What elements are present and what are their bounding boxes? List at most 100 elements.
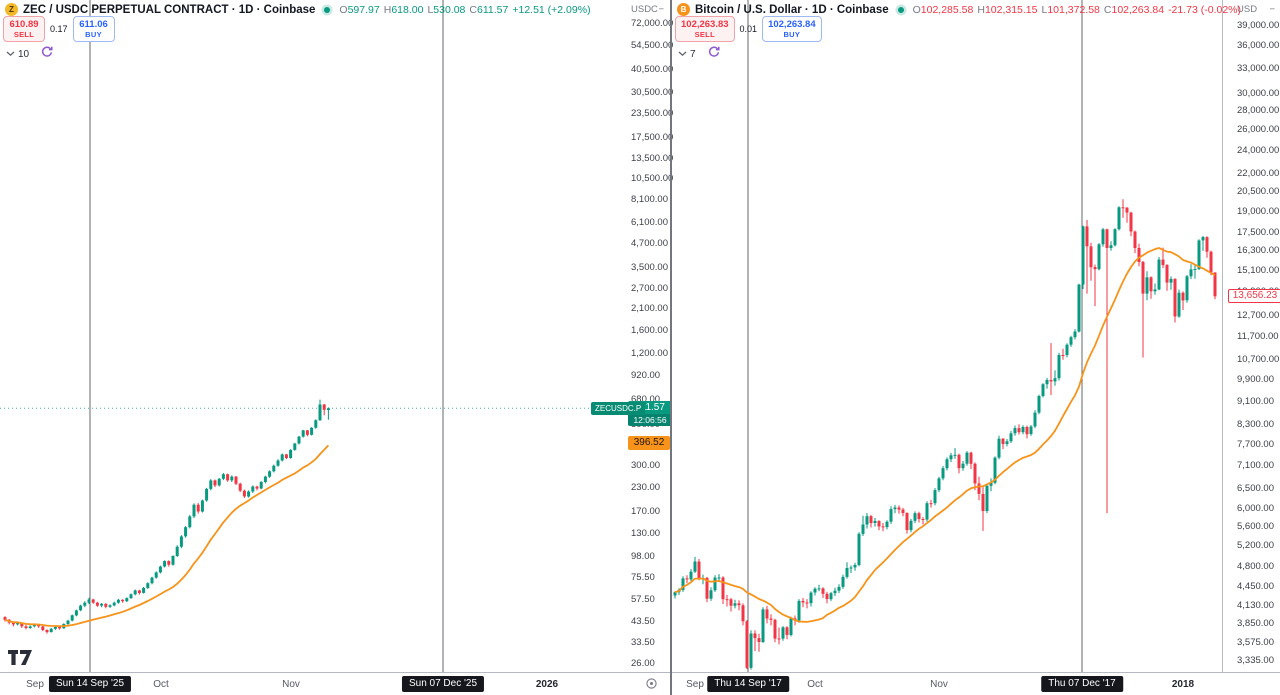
sell-button[interactable]: 102,263.83 SELL bbox=[675, 16, 735, 43]
buy-button[interactable]: 102,263.84 BUY bbox=[762, 16, 822, 43]
price-axis-border bbox=[1222, 0, 1223, 672]
zec-quantity-row: 10 bbox=[6, 45, 53, 63]
price-tick-label: 13,500.00 bbox=[631, 153, 674, 164]
price-tick-label: 15,100.00 bbox=[1237, 265, 1280, 276]
ohlc-value: 102,263.84 bbox=[1111, 3, 1165, 16]
price-axis-header: USD − bbox=[1237, 4, 1275, 15]
axis-collapse-icon[interactable]: − bbox=[658, 4, 664, 15]
year-tick-label: 2026 bbox=[535, 679, 559, 690]
chart-pane-zec: USDC − 72,000.00 54,500.00 40,500.00 30,500… bbox=[0, 0, 674, 695]
price-tick-label: 3,500.00 bbox=[631, 262, 668, 273]
price-tick-label: 39,000.00 bbox=[1237, 20, 1280, 31]
ohlc-key: H bbox=[977, 3, 985, 16]
price-tick-label: 33,000.00 bbox=[1237, 63, 1280, 74]
reverse-position-icon[interactable] bbox=[708, 45, 720, 63]
chart-pane-btc: USD − 39,000.00 36,000.00 33,000.00 30,000.… bbox=[672, 0, 1280, 695]
ohlc-value: 618.00 bbox=[391, 3, 424, 16]
price-tick-label: 16,300.00 bbox=[1237, 245, 1280, 256]
zec-price-axis[interactable]: USDC − 72,000.00 54,500.00 40,500.00 30,500… bbox=[620, 0, 674, 672]
chevron-down-icon bbox=[6, 51, 15, 57]
price-tick-label: 54,500.00 bbox=[631, 40, 674, 51]
price-tick-label: 12,700.00 bbox=[1237, 310, 1280, 321]
price-tick-label: 22,000.00 bbox=[1237, 168, 1280, 179]
price-tick-label: 6,000.00 bbox=[1237, 503, 1274, 514]
price-tick-label: 3,575.00 bbox=[1237, 637, 1274, 648]
month-tick-label: Oct bbox=[153, 679, 169, 690]
price-tick-label: 33.50 bbox=[631, 637, 655, 648]
zec-time-axis[interactable]: Sep Oct Nov 2026 Sun 14 Sep '25 Sun 07 Dec '2… bbox=[0, 672, 670, 695]
price-tick-label: 230.00 bbox=[631, 482, 661, 493]
ohlc-value: 102,315.15 bbox=[984, 3, 1038, 16]
btc-candlestick-plot[interactable] bbox=[672, 0, 1222, 672]
sell-label: SELL bbox=[694, 30, 715, 40]
ohlc-value: 102,285.58 bbox=[920, 3, 974, 16]
price-tick-label: 5,200.00 bbox=[1237, 540, 1274, 551]
last-price-value: 611.57 bbox=[635, 402, 665, 413]
price-tick-label: 19,000.00 bbox=[1237, 206, 1280, 217]
zec-candlestick-plot[interactable] bbox=[0, 0, 620, 672]
time-axis-settings-icon[interactable] bbox=[645, 677, 658, 695]
price-tick-label: 98.00 bbox=[631, 551, 655, 562]
tradingview-logo[interactable] bbox=[7, 649, 37, 671]
price-tick-label: 6,500.00 bbox=[1237, 483, 1274, 494]
buy-price: 611.06 bbox=[79, 19, 108, 30]
spread-value: 0.01 bbox=[739, 24, 758, 35]
price-tick-label: 170.00 bbox=[631, 506, 661, 517]
price-tick-label: 8,100.00 bbox=[631, 194, 668, 205]
btc-trade-panel: 102,263.83 SELL 0.01 102,263.84 BUY bbox=[675, 16, 822, 43]
reverse-position-icon[interactable] bbox=[41, 45, 53, 63]
price-tick-label: 6,100.00 bbox=[631, 217, 668, 228]
price-tick-label: 26,000.00 bbox=[1237, 124, 1280, 135]
price-axis-header: USDC − bbox=[631, 4, 664, 15]
buy-label: BUY bbox=[85, 30, 102, 40]
pane-divider[interactable] bbox=[670, 0, 672, 695]
price-tick-label: 300.00 bbox=[631, 460, 661, 471]
price-tick-label: 26.00 bbox=[631, 658, 655, 669]
price-tick-label: 4,450.00 bbox=[1237, 581, 1274, 592]
price-tick-label: 72,000.00 bbox=[631, 18, 674, 29]
btc-time-axis[interactable]: Sep Oct Nov 2018 Thu 14 Sep '17 Thu 07 Dec '1… bbox=[672, 672, 1280, 695]
quantity-dropdown[interactable]: 10 bbox=[6, 49, 29, 60]
ohlc-legend: O102,285.58 H102,315.15 L101,372.58 C102,26… bbox=[913, 4, 1241, 16]
ohlc-legend: O597.97 H618.00 L530.08 C611.57 +12.51 (+2.0… bbox=[339, 4, 590, 16]
quantity-dropdown[interactable]: 7 bbox=[678, 49, 696, 60]
ohlc-key: C bbox=[469, 3, 477, 16]
ohlc-key: O bbox=[339, 3, 348, 16]
buy-label: BUY bbox=[783, 30, 801, 40]
symbol-title[interactable]: ZEC / USDC PERPETUAL CONTRACT · 1D · Coi… bbox=[23, 3, 316, 16]
price-tick-label: 3,335.00 bbox=[1237, 655, 1274, 666]
chevron-down-icon bbox=[678, 51, 687, 57]
moving-average-line bbox=[674, 247, 1216, 623]
ohlc-value: 597.97 bbox=[347, 3, 380, 16]
price-tick-label: 1,200.00 bbox=[631, 348, 668, 359]
price-tick-label: 24,000.00 bbox=[1237, 145, 1280, 156]
price-tick-label: 17,500.00 bbox=[1237, 227, 1280, 238]
price-tick-label: 10,700.00 bbox=[1237, 354, 1280, 365]
symbol-tag-label: ZECUSDC.P bbox=[591, 402, 646, 415]
price-tick-label: 30,000.00 bbox=[1237, 88, 1280, 99]
month-tick-label: Oct bbox=[807, 679, 823, 690]
price-tick-label: 2,100.00 bbox=[631, 303, 668, 314]
month-tick-label: Sep bbox=[26, 679, 44, 690]
btc-price-axis[interactable]: USD − 39,000.00 36,000.00 33,000.00 30,000.… bbox=[1222, 0, 1280, 684]
axis-currency-label: USD bbox=[1237, 4, 1258, 15]
buy-button[interactable]: 611.06 BUY bbox=[72, 16, 115, 43]
ma-price-label: 396.52 bbox=[628, 436, 670, 450]
price-tick-label: 23,500.00 bbox=[631, 108, 674, 119]
ohlc-key: C bbox=[1103, 3, 1112, 16]
year-tick-label: 2018 bbox=[1171, 679, 1195, 690]
price-tick-label: 4,130.00 bbox=[1237, 600, 1274, 611]
change-value: +12.51 (+2.09%) bbox=[512, 3, 591, 16]
axis-collapse-icon[interactable]: − bbox=[1269, 4, 1275, 15]
price-tick-label: 11,700.00 bbox=[1237, 331, 1279, 342]
price-tick-label: 9,100.00 bbox=[1237, 396, 1274, 407]
symbol-title[interactable]: Bitcoin / U.S. Dollar · 1D · Coinbase bbox=[695, 3, 889, 16]
price-tick-label: 5,600.00 bbox=[1237, 521, 1274, 532]
sell-label: SELL bbox=[13, 30, 35, 40]
btc-quantity-row: 7 bbox=[678, 45, 720, 63]
market-open-status-dot bbox=[897, 6, 904, 13]
price-tick-label: 920.00 bbox=[631, 370, 661, 381]
price-tick-label: 17,500.00 bbox=[631, 132, 674, 143]
price-tick-label: 7,100.00 bbox=[1237, 460, 1274, 471]
sell-button[interactable]: 610.89 SELL bbox=[3, 16, 45, 43]
